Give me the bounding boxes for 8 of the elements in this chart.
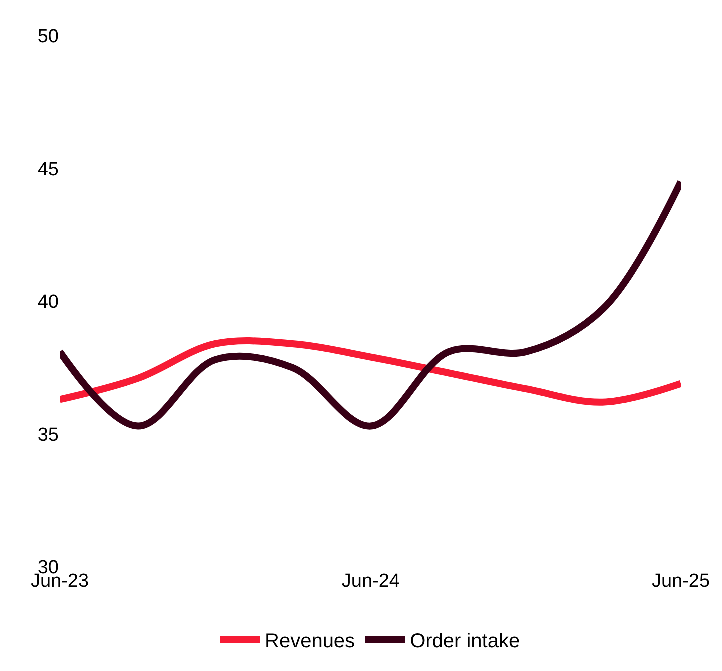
y-tick-label: 40 <box>38 292 59 314</box>
y-tick-label: 45 <box>38 159 59 180</box>
x-tick-label: Jun-24 <box>342 571 400 592</box>
y-tick-label: 35 <box>38 424 59 446</box>
legend-label: Order intake <box>410 630 520 652</box>
legend-label: Revenues <box>265 630 356 652</box>
x-tick-label: Jun-25 <box>652 571 710 592</box>
y-tick-label: 50 <box>38 26 59 48</box>
